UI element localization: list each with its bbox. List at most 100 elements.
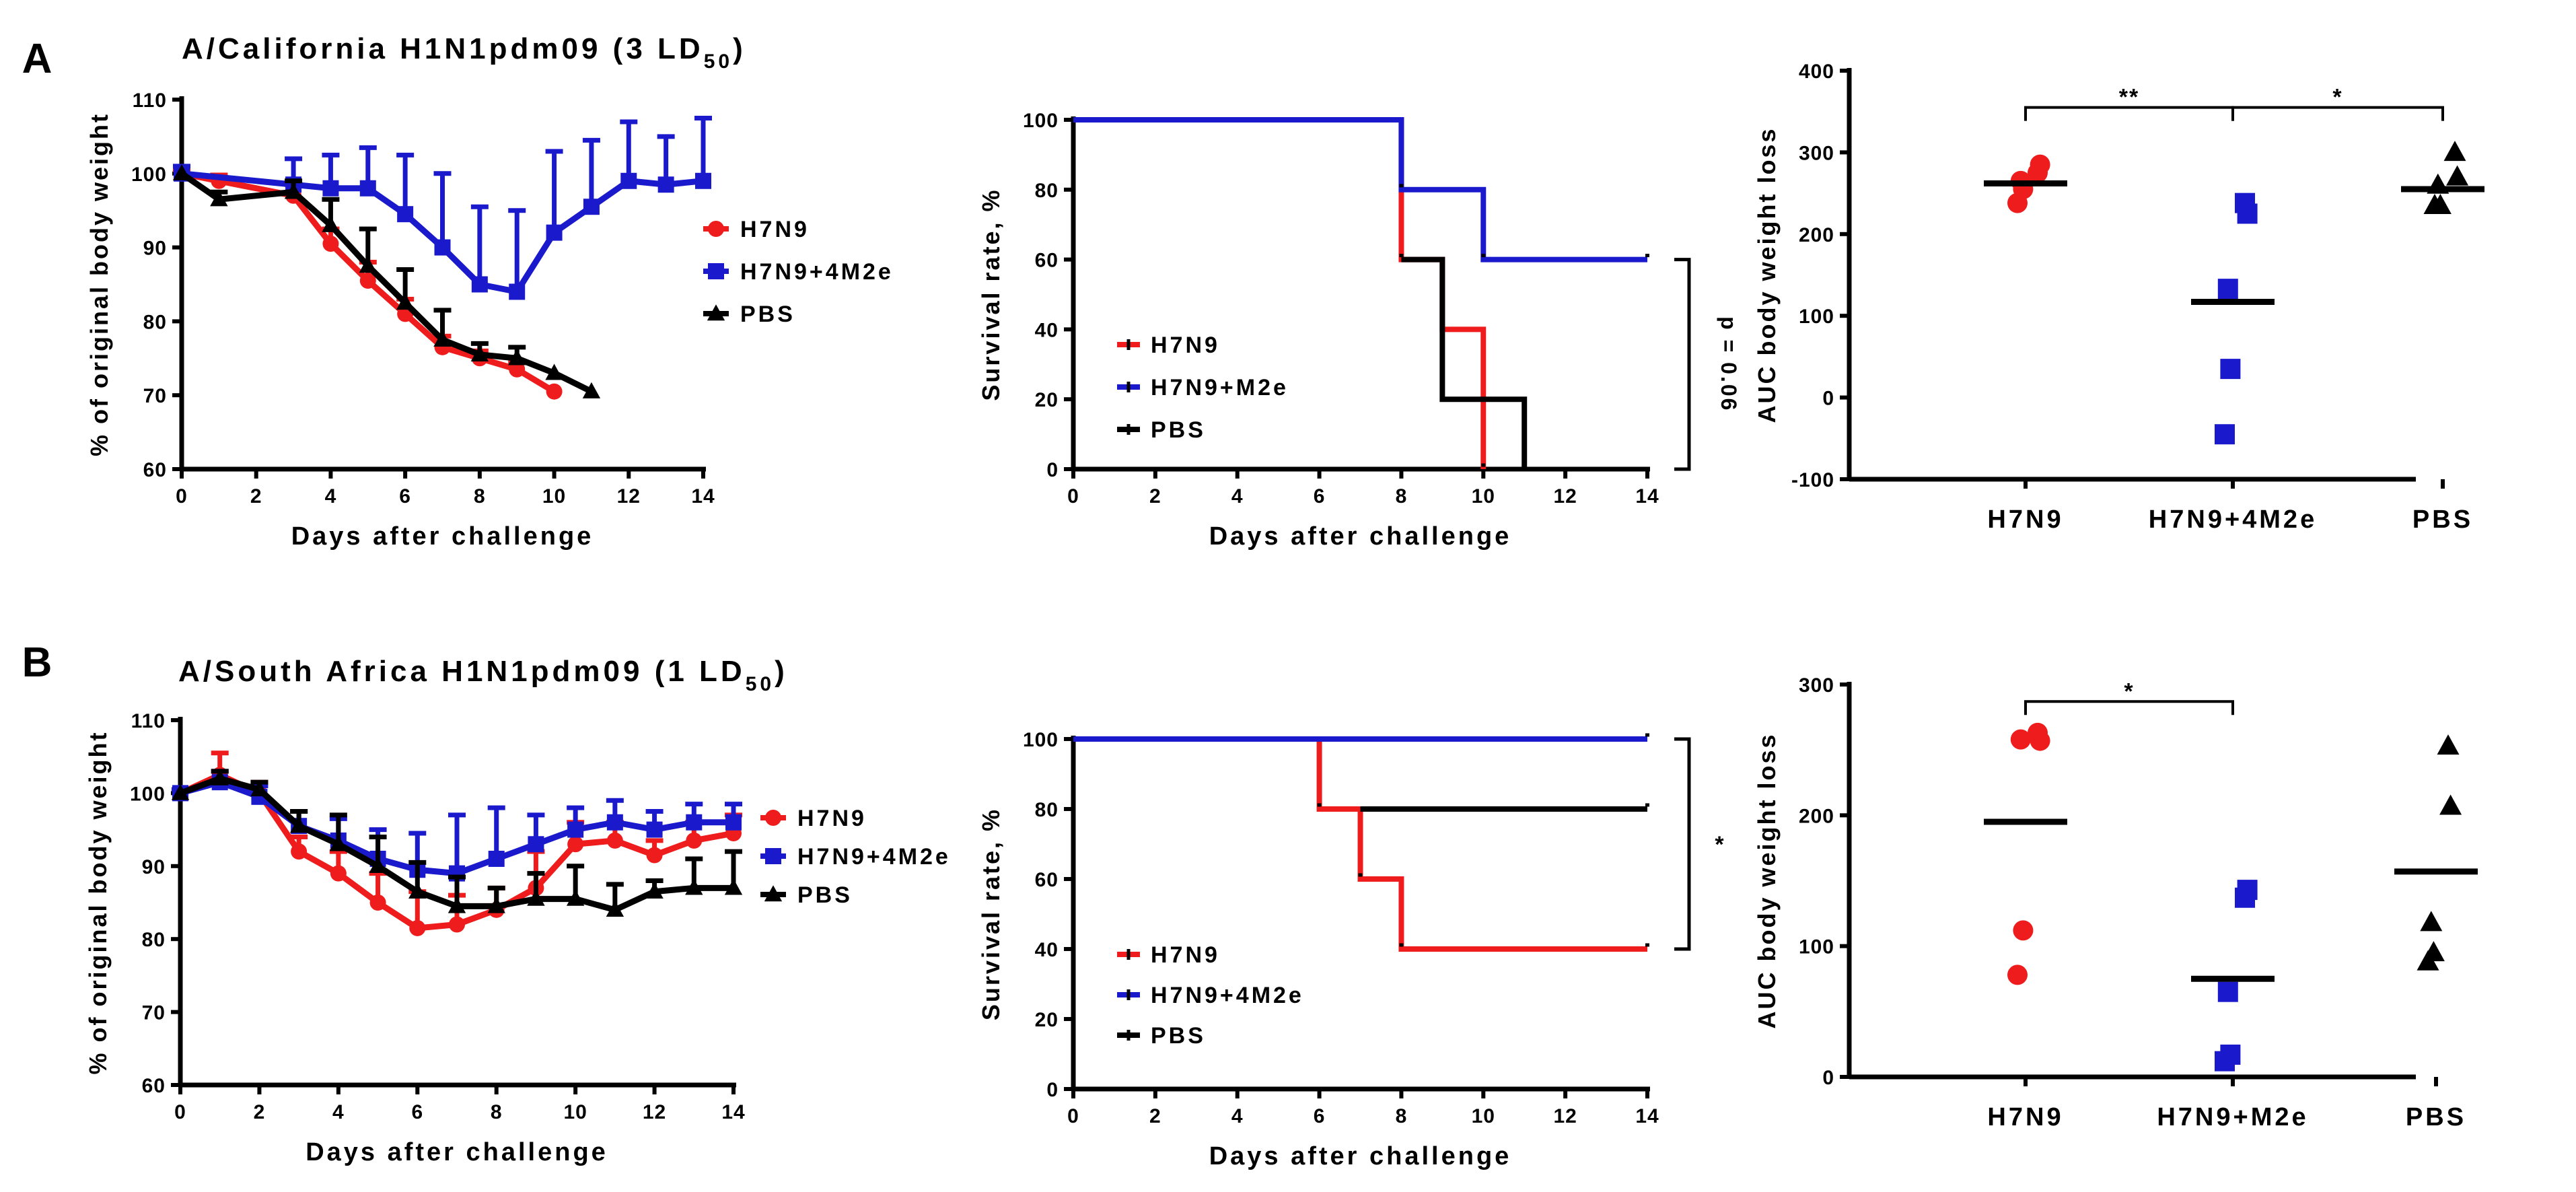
x-tick-label: 0 — [1067, 485, 1079, 507]
data-point — [2007, 192, 2028, 213]
legend-label: PBS — [797, 882, 853, 908]
series-line — [181, 170, 556, 394]
data-point — [397, 206, 414, 223]
data-point — [2237, 203, 2258, 224]
category-label: PBS — [2406, 1103, 2466, 1131]
data-point — [509, 361, 526, 378]
legend-item: H7N9 — [1117, 332, 1220, 358]
x-tick-label: 6 — [399, 485, 411, 507]
panel-title-text: A/South Africa H1N1pdm09 (1 LD — [178, 655, 746, 688]
data-point — [408, 882, 427, 899]
x-tick-label: 4 — [1231, 485, 1244, 507]
y-axis-label: AUC body weight loss — [1753, 127, 1781, 423]
data-point — [2423, 194, 2446, 215]
data-point — [488, 850, 505, 867]
significance-bracket — [2024, 700, 2234, 715]
y-tick-label: 100 — [1023, 729, 1059, 751]
data-point — [433, 330, 452, 347]
legend-label: PBS — [1151, 1023, 1206, 1049]
group-H7N9+M2e — [2191, 880, 2275, 1072]
legend-item: H7N9+4M2e — [760, 844, 948, 870]
data-point — [2217, 981, 2238, 1002]
data-point — [2010, 729, 2031, 750]
legend-item: H7N9+4M2e — [703, 259, 891, 285]
significance-star: * — [1715, 832, 1724, 857]
panel-label-A: A — [22, 36, 52, 82]
category-label: H7N9+4M2e — [2149, 505, 2317, 534]
category-label: PBS — [2412, 505, 2473, 534]
group-PBS — [2401, 141, 2484, 215]
category-label: H7N9+M2e — [2157, 1103, 2308, 1131]
y-tick-label: 400 — [1799, 61, 1834, 83]
data-point — [686, 832, 703, 849]
y-tick-label: 40 — [1035, 939, 1059, 961]
data-point — [291, 843, 308, 860]
significance-stars: * — [2124, 678, 2134, 704]
x-tick-label: 4 — [1231, 1105, 1244, 1127]
data-point — [2237, 880, 2258, 901]
data-point — [527, 889, 545, 906]
data-point — [509, 283, 526, 300]
data-point — [487, 897, 505, 913]
x-tick-label: 8 — [474, 485, 486, 507]
x-tick-label: 10 — [1472, 1105, 1495, 1127]
x-axis-label: Days after challenge — [291, 522, 594, 551]
data-point — [289, 816, 308, 833]
legend-label: H7N9 — [1151, 332, 1220, 358]
y-tick-label: 80 — [142, 929, 166, 951]
survival-step-H7N9 — [1073, 736, 1647, 952]
x-tick-label: 6 — [1314, 485, 1326, 507]
legend-item: PBS — [1117, 1023, 1206, 1049]
significance-stars: ** — [2119, 85, 2139, 110]
y-tick-label: -100 — [1791, 469, 1834, 491]
y-axis-label: % of original body weight — [85, 112, 113, 456]
series-PBS — [172, 164, 601, 398]
y-tick-label: 90 — [143, 238, 167, 260]
data-point — [2437, 734, 2460, 755]
legend-item: H7N9 — [703, 217, 807, 242]
data-point — [359, 273, 376, 289]
legend-item: PBS — [760, 882, 853, 908]
legend-marker — [707, 304, 725, 321]
x-tick-label: 0 — [1067, 1105, 1079, 1127]
data-point — [528, 836, 544, 853]
y-tick-label: 100 — [131, 164, 167, 186]
data-point — [330, 865, 347, 882]
data-point — [322, 236, 339, 252]
data-point — [2420, 911, 2443, 932]
data-point — [2220, 359, 2241, 380]
y-tick-label: 40 — [1035, 319, 1059, 341]
data-point — [724, 878, 743, 895]
x-tick-label: 10 — [1472, 485, 1495, 507]
data-point — [470, 345, 489, 362]
x-tick-label: 6 — [411, 1101, 423, 1123]
data-point — [620, 172, 637, 189]
y-tick-label: 60 — [1035, 869, 1059, 891]
x-tick-label: 8 — [491, 1101, 503, 1123]
panel-title-subscript: 50 — [746, 673, 775, 695]
y-tick-label: 100 — [1023, 110, 1059, 132]
y-tick-label: 110 — [131, 710, 166, 732]
data-point — [2439, 794, 2462, 815]
data-point — [210, 190, 228, 207]
y-tick-label: 100 — [1799, 306, 1834, 328]
y-tick-label: 60 — [142, 1075, 166, 1097]
x-tick-label: 12 — [1553, 1105, 1577, 1127]
y-tick-label: 70 — [142, 1002, 166, 1024]
data-point — [322, 180, 339, 197]
legend-label: H7N9 — [1151, 942, 1220, 968]
legend-item: PBS — [1117, 417, 1203, 443]
data-point — [359, 180, 376, 197]
legend-marker — [708, 263, 724, 279]
significance-stars: * — [2332, 85, 2342, 110]
legend-marker — [765, 810, 781, 826]
x-tick-label: 14 — [691, 485, 715, 507]
survival-step-PBS — [1401, 256, 1528, 469]
data-point — [725, 814, 742, 831]
panel-title-end: ) — [775, 655, 788, 688]
data-point — [2215, 424, 2235, 445]
x-tick-label: 2 — [1149, 485, 1161, 507]
y-axis-label: % of original body weight — [84, 731, 112, 1075]
data-point — [2013, 920, 2034, 941]
data-point — [606, 901, 624, 917]
